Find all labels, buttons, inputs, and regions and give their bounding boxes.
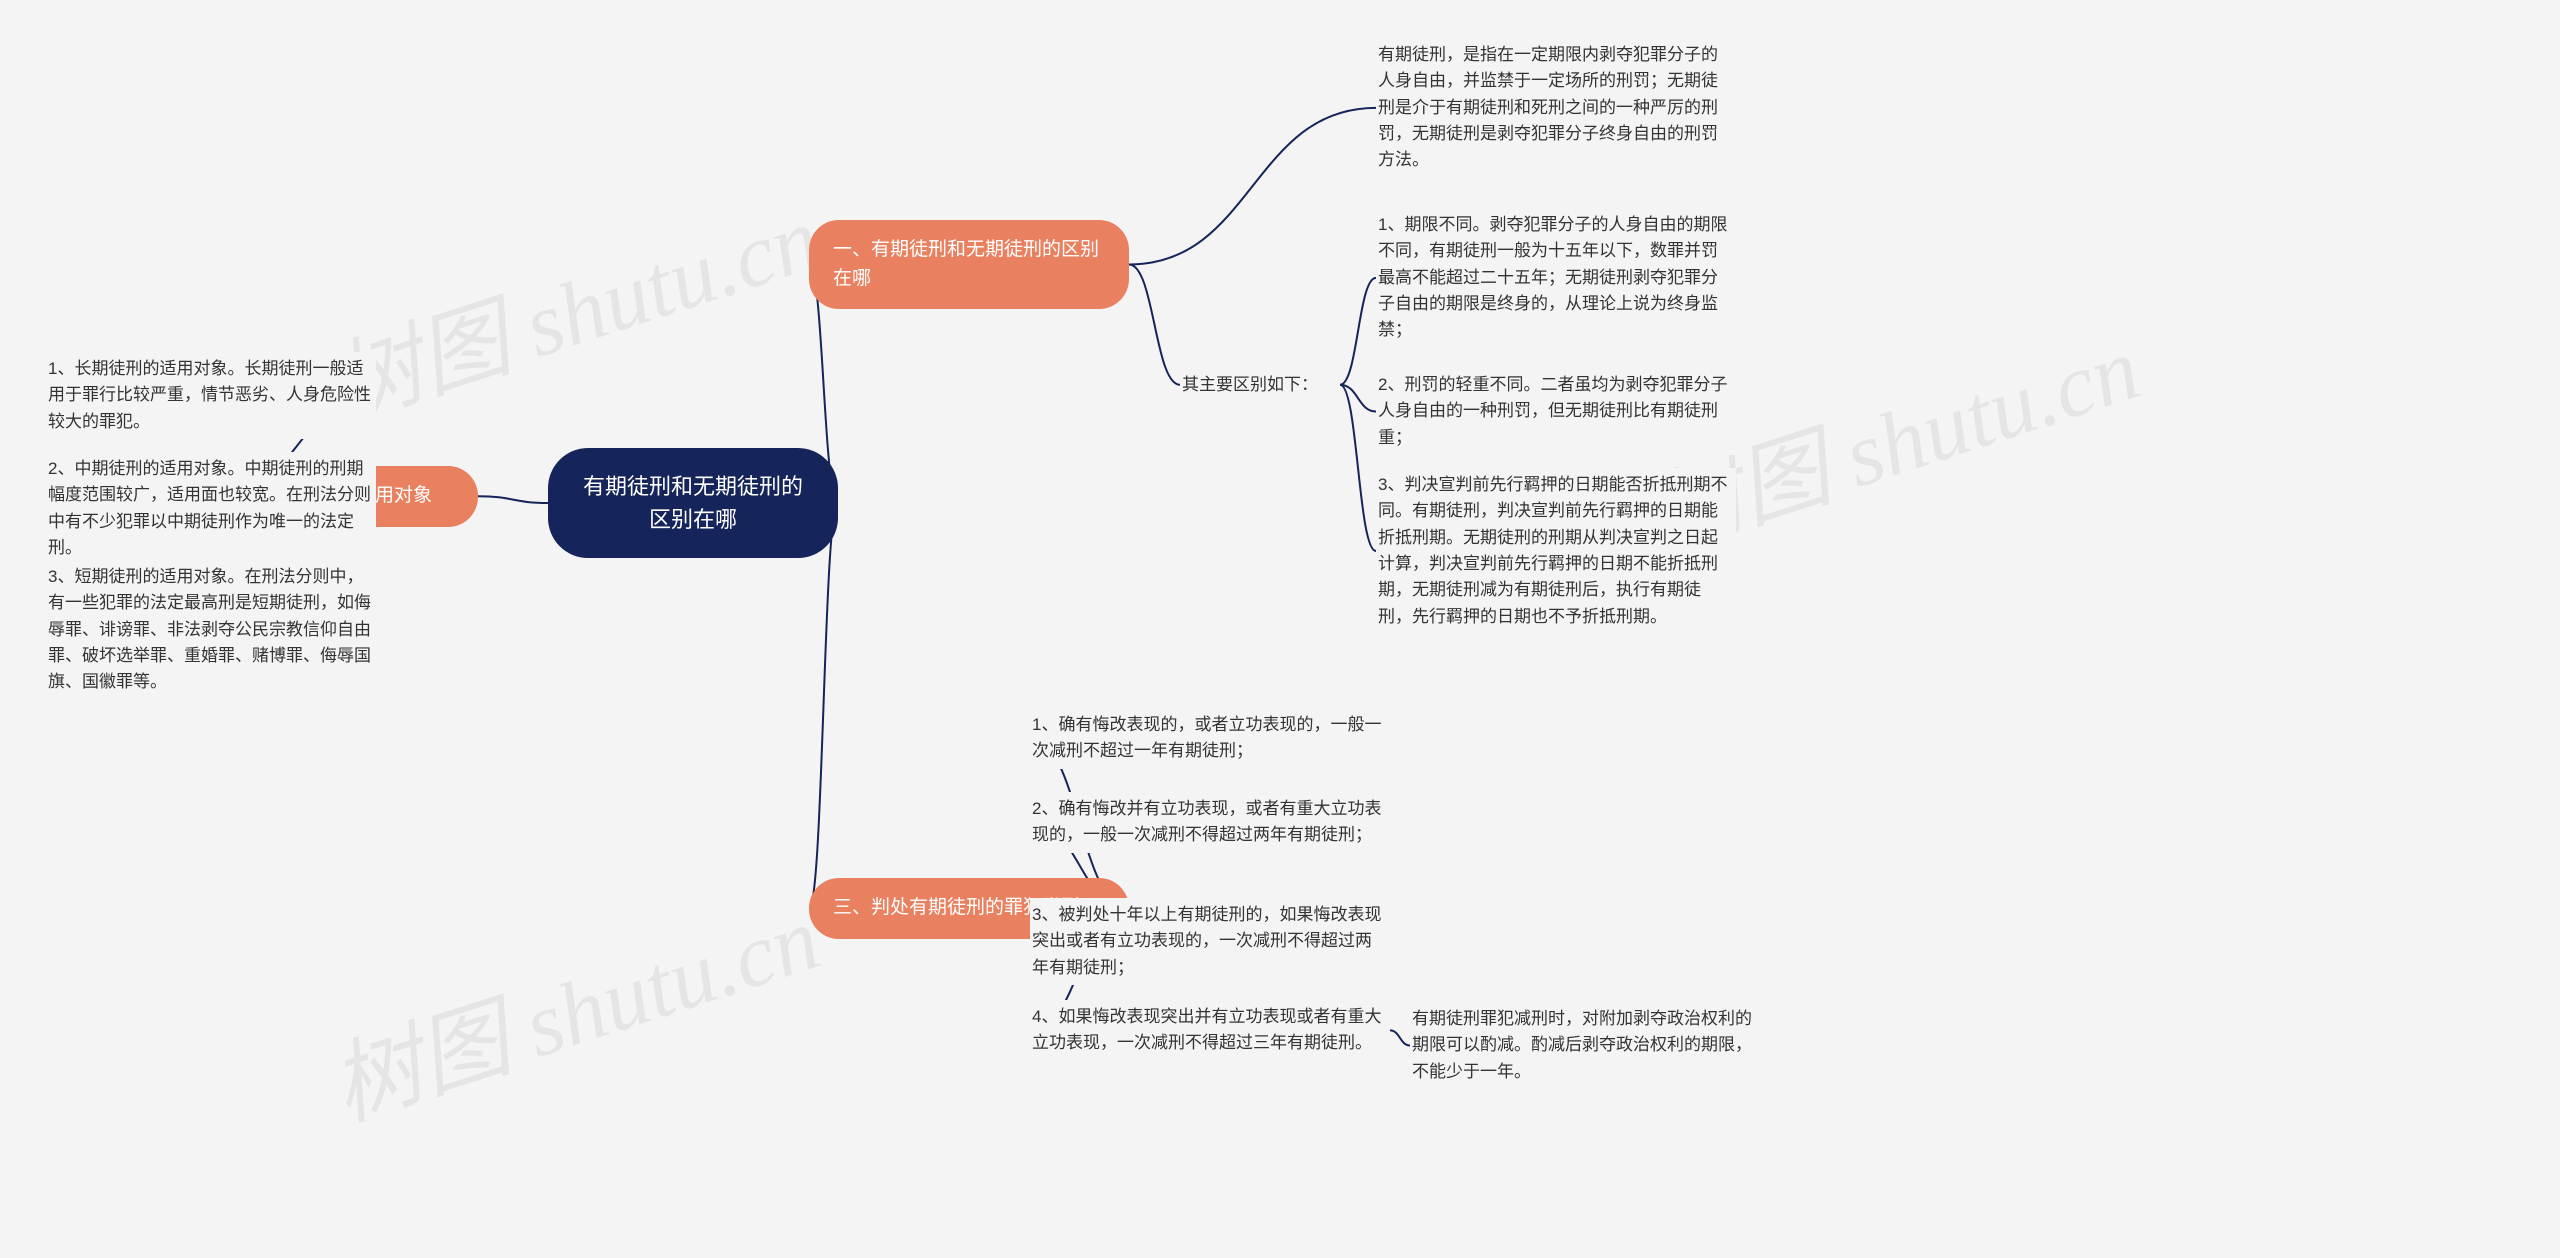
leaf-b3-3: 3、被判处十年以上有期徒刑的，如果悔改表现突出或者有立功表现的，一次减刑不得超过…: [1030, 898, 1390, 985]
leaf-b3-2: 2、确有悔改并有立功表现，或者有重大立功表现的，一般一次减刑不得超过两年有期徒刑…: [1030, 792, 1390, 853]
watermark: 树图 shutu.cn: [312, 865, 832, 1145]
root-node[interactable]: 有期徒刑和无期徒刑的区别在哪: [548, 448, 838, 558]
leaf-b1-1: 有期徒刑，是指在一定期限内剥夺犯罪分子的人身自由，并监禁于一定场所的刑罚；无期徒…: [1376, 38, 1736, 178]
leaf-b1s-2: 2、刑罚的轻重不同。二者虽均为剥夺犯罪分子人身自由的一种刑罚，但无期徒刑比有期徒…: [1376, 368, 1736, 455]
leaf-b3-1: 1、确有悔改表现的，或者立功表现的，一般一次减刑不超过一年有期徒刑；: [1030, 708, 1390, 769]
leaf-b1s-3: 3、判决宣判前先行羁押的日期能否折抵刑期不同。有期徒刑，判决宣判前先行羁押的日期…: [1376, 468, 1736, 634]
leaf-b2-2: 2、中期徒刑的适用对象。中期徒刑的刑期幅度范围较广，适用面也较宽。在刑法分则中有…: [46, 452, 376, 565]
leaf-b2-1: 1、长期徒刑的适用对象。长期徒刑一般适用于罪行比较严重，情节恶劣、人身危险性较大…: [46, 352, 376, 439]
leaf-b3-4-extra: 有期徒刑罪犯减刑时，对附加剥夺政治权利的期限可以酌减。酌减后剥夺政治权利的期限，…: [1410, 1002, 1770, 1089]
leaf-b3-4: 4、如果悔改表现突出并有立功表现或者有重大立功表现，一次减刑不得超过三年有期徒刑…: [1030, 1000, 1390, 1061]
connector-layer: [0, 0, 2560, 1258]
branch-1[interactable]: 一、有期徒刑和无期徒刑的区别在哪: [809, 220, 1129, 309]
sub-b1: 其主要区别如下：: [1180, 370, 1340, 400]
watermark: 树图 shutu.cn: [312, 165, 832, 445]
leaf-b2-3: 3、短期徒刑的适用对象。在刑法分则中，有一些犯罪的法定最高刑是短期徒刑，如侮辱罪…: [46, 560, 376, 700]
leaf-b1s-1: 1、期限不同。剥夺犯罪分子的人身自由的期限不同，有期徒刑一般为十五年以下，数罪并…: [1376, 208, 1736, 348]
